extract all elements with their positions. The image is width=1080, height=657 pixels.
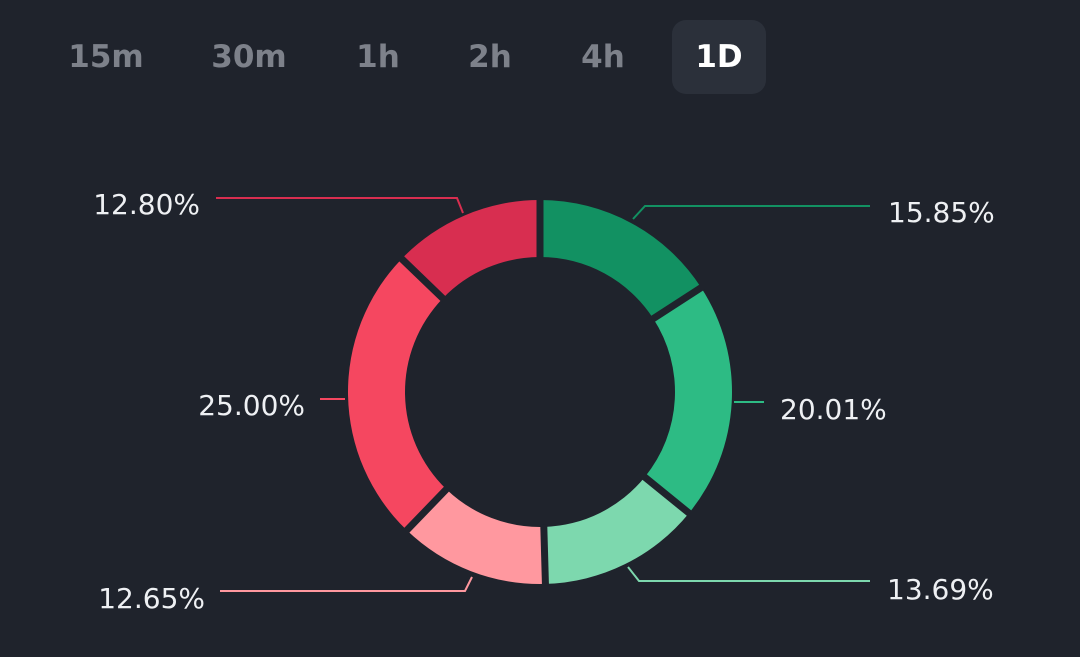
slice-percent-label: 25.00% [198, 389, 305, 422]
slice-percent-label: 20.01% [780, 393, 887, 426]
donut-slice[interactable] [347, 258, 447, 531]
label-leader-line [627, 566, 870, 582]
donut-slice[interactable] [401, 200, 540, 299]
slice-gap [397, 254, 447, 303]
slice-gap [641, 473, 693, 518]
tab-4h[interactable]: 4h [581, 39, 625, 75]
slice-percent-label: 12.80% [93, 188, 200, 221]
tab-2h[interactable]: 2h [468, 39, 512, 75]
label-leader-line [632, 205, 870, 220]
donut-slice[interactable] [543, 477, 690, 584]
tab-30m[interactable]: 30m [211, 39, 287, 75]
slice-percent-label: 13.69% [887, 573, 994, 606]
donut-slice[interactable] [644, 287, 733, 514]
donut-slice[interactable] [406, 489, 546, 585]
timeframe-tabs: 15m 30m 1h 2h 4h 1D [0, 20, 1080, 94]
label-leader-line [216, 197, 464, 214]
slice-gap [402, 485, 451, 535]
slice-percent-label: 12.65% [98, 582, 205, 615]
slice-percent-label: 15.85% [888, 196, 995, 229]
donut-slice[interactable] [540, 200, 702, 319]
slice-gap [649, 283, 705, 323]
label-leader-line [220, 576, 473, 592]
tab-1h[interactable]: 1h [356, 39, 400, 75]
slice-gap [540, 524, 549, 587]
tab-15m[interactable]: 15m [68, 39, 144, 75]
tab-1d[interactable]: 1D [672, 20, 766, 94]
